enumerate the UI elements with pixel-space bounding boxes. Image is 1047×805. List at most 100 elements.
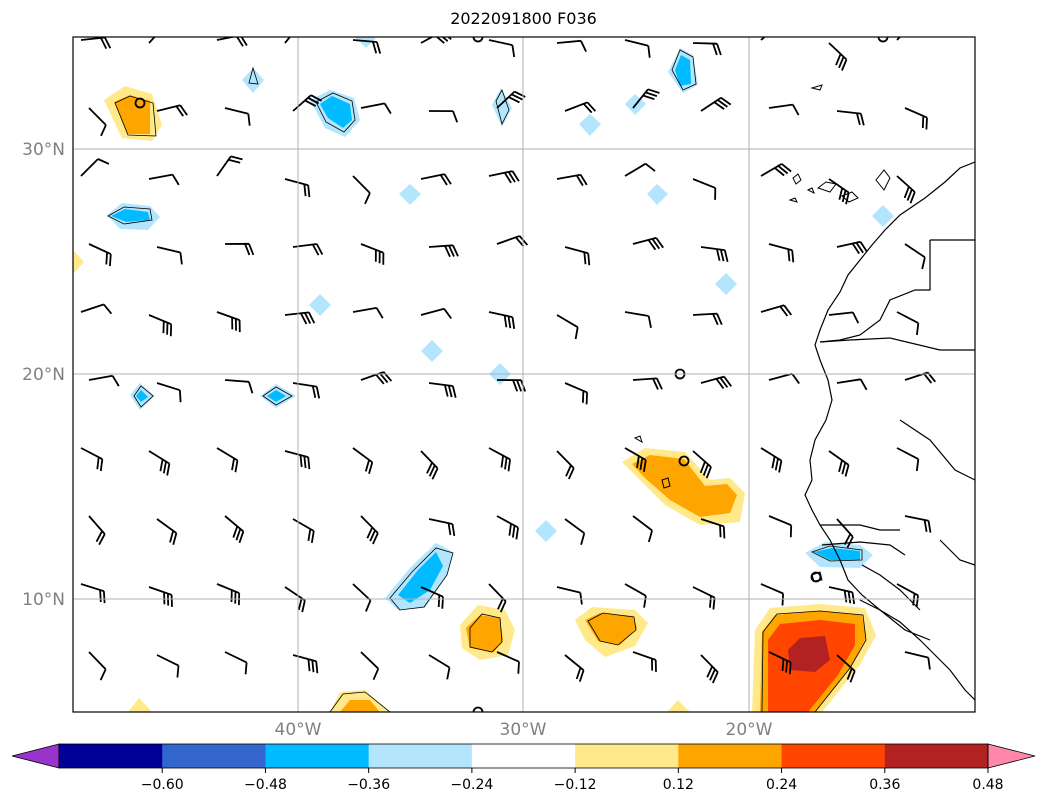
- lon-label-20w: 20°W: [726, 720, 773, 740]
- wind-barb: [496, 651, 520, 674]
- wind-barb: [760, 447, 783, 473]
- wind-barb: [420, 173, 452, 186]
- wind-barb: [904, 243, 926, 270]
- wind-barb: [148, 450, 171, 476]
- colorbar-tick-label: −0.48: [244, 777, 287, 793]
- map-frame: [72, 36, 976, 713]
- wind-barb: [692, 450, 712, 479]
- calm-wind-circle: [810, 571, 822, 583]
- wind-barb: [428, 654, 451, 680]
- wind-barb: [624, 39, 651, 58]
- wind-barb: [216, 37, 248, 47]
- wind-barb: [292, 94, 323, 112]
- wind-barb: [836, 240, 868, 255]
- wind-barb: [224, 379, 254, 394]
- wind-barb: [156, 382, 182, 403]
- lon-label-40w: 40°W: [275, 720, 322, 740]
- wind-barb: [488, 39, 516, 58]
- wind-barb: [80, 583, 106, 604]
- latitude-labels: 30°N 20°N 10°N: [22, 140, 65, 610]
- wind-barb: [564, 382, 588, 405]
- wind-barb: [556, 314, 579, 340]
- wind-barb: [360, 371, 393, 385]
- wind-barb: [224, 242, 255, 256]
- wind-barb: [564, 101, 597, 114]
- wind-barb: [896, 447, 920, 472]
- calm-wind-circle: [134, 97, 146, 109]
- lat-label-30: 30°N: [22, 140, 65, 160]
- wind-barb: [428, 382, 457, 398]
- colorbar-tick-label: −0.12: [554, 777, 597, 793]
- wind-barb: [828, 450, 850, 477]
- wind-barb: [632, 88, 660, 109]
- wind-barb: [488, 311, 516, 330]
- wind-barb: [148, 586, 173, 607]
- calm-wind-circle: [472, 706, 484, 712]
- wind-barb: [148, 314, 173, 337]
- wind-barb: [768, 515, 793, 538]
- wind-barb: [828, 586, 856, 605]
- wind-barb: [632, 515, 653, 543]
- map-area: [73, 37, 975, 712]
- colorbar-tick-label: 0.36: [869, 777, 900, 793]
- wind-barb: [632, 651, 657, 672]
- colorbar: −0.60 −0.48 −0.36 −0.24 −0.12 0.12 0.24 0.36 0.4…: [11, 743, 1036, 793]
- wind-barb: [564, 246, 591, 266]
- wind-barb: [564, 518, 586, 546]
- wind-barb: [632, 377, 663, 390]
- wind-barb: [692, 42, 722, 56]
- wind-barb: [88, 651, 107, 681]
- calm-wind-circle: [877, 37, 889, 43]
- colorbar-tick-label: 0.24: [766, 777, 797, 793]
- wind-barb: [216, 447, 239, 473]
- wind-barb: [692, 312, 723, 326]
- wind-barb: [156, 104, 188, 117]
- wind-barb: [556, 173, 588, 187]
- gridlines: [73, 37, 975, 712]
- wind-barb: [156, 518, 178, 545]
- anomaly-contours: [107, 49, 867, 712]
- wind-barb: [156, 246, 183, 265]
- wind-barb: [836, 110, 865, 126]
- colorbar-swatch: [884, 744, 989, 768]
- wind-barb: [768, 103, 800, 116]
- wind-barb: [80, 158, 110, 177]
- colorbar-tick-label: −0.24: [450, 777, 493, 793]
- colorbar-swatch: [368, 744, 473, 768]
- colorbar-tick-label: 0.48: [972, 777, 1003, 793]
- wind-barb: [352, 583, 372, 612]
- wind-barb: [768, 651, 792, 675]
- wind-barb: [360, 651, 380, 681]
- wind-barb: [496, 90, 526, 109]
- wind-barb: [224, 651, 248, 675]
- wind-barb: [692, 586, 716, 610]
- wind-barb: [360, 243, 385, 265]
- wind-barb: [352, 307, 384, 319]
- wind-barb: [700, 518, 726, 539]
- wind-barb: [148, 173, 180, 186]
- wind-barb: [292, 243, 324, 256]
- wind-barb: [496, 515, 519, 540]
- wind-barb: [216, 155, 243, 177]
- wind-barb: [768, 372, 800, 385]
- wind-barb: [904, 651, 931, 670]
- map-title: 2022091800 F036: [450, 9, 597, 28]
- colorbar-tick-label: −0.60: [141, 777, 184, 793]
- wind-barb: [88, 374, 120, 387]
- wind-barb: [692, 178, 717, 200]
- wind-barb: [156, 654, 180, 678]
- colorbar-swatch: [781, 744, 886, 768]
- colorbar-extend-low: [11, 743, 60, 769]
- calm-wind-circle: [678, 455, 690, 467]
- wind-barb: [488, 170, 520, 184]
- wind-barb: [488, 583, 507, 613]
- wind-barb: [828, 178, 850, 205]
- colorbar-tick-label: 0.12: [663, 777, 694, 793]
- colorbar-extend-high: [987, 743, 1036, 769]
- wind-barb: [284, 450, 311, 470]
- wind-barb: [88, 243, 112, 267]
- wind-barb: [624, 583, 647, 608]
- wind-barb: [428, 244, 459, 258]
- wind-barb: [624, 162, 656, 177]
- wind-barb: [284, 586, 306, 613]
